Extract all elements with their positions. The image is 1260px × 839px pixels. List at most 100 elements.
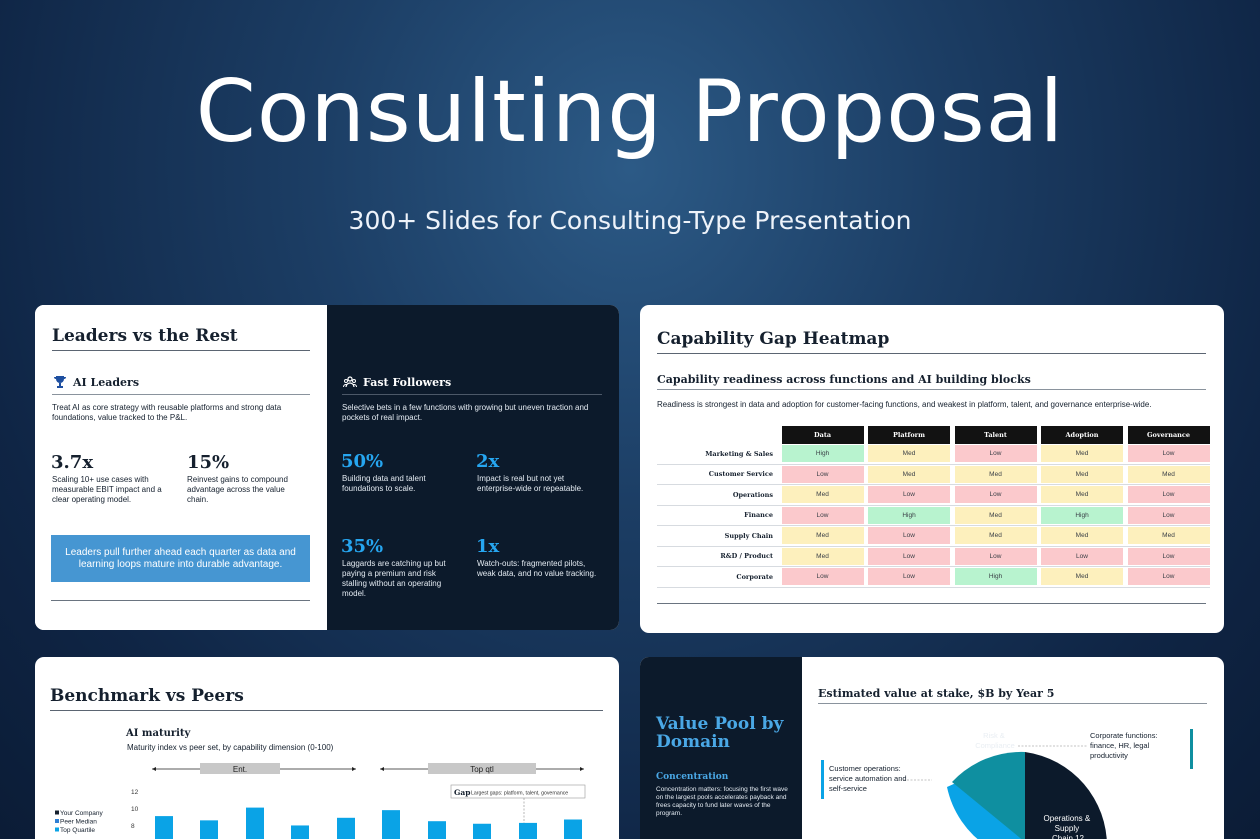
heatmap-cell: Low bbox=[954, 547, 1037, 565]
heatmap-cell: Low bbox=[781, 568, 864, 586]
divider bbox=[657, 603, 1206, 604]
y-axis: 12 10 8 bbox=[131, 789, 139, 830]
stat-value: 3.7x bbox=[51, 452, 94, 473]
heatmap-row-label: R&D / Product bbox=[720, 552, 773, 561]
y-tick-label: 10 bbox=[131, 806, 139, 813]
heatmap-column-header: Talent bbox=[954, 426, 1037, 444]
bracket-label-top: Top qtl bbox=[470, 765, 494, 774]
heatmap-cell: Low bbox=[868, 527, 950, 545]
heatmap-row-label: Corporate bbox=[736, 572, 773, 581]
heatmap-cell: Med bbox=[1127, 527, 1210, 545]
slide-title: Capability Gap Heatmap bbox=[657, 329, 890, 349]
hero-subtitle: 300+ Slides for Consulting-Type Presenta… bbox=[348, 206, 912, 235]
gap-callout-box bbox=[450, 784, 586, 799]
benchmark-slide-card[interactable]: Benchmark vs Peers AI maturity Maturity … bbox=[35, 657, 619, 839]
benchmark-bar bbox=[382, 810, 400, 839]
benchmark-bar bbox=[519, 822, 537, 839]
legend-swatch bbox=[55, 827, 59, 832]
heatmap-cell: Med bbox=[1041, 568, 1123, 586]
stat-description: Building data and talent foundations to … bbox=[342, 474, 426, 493]
divider bbox=[50, 710, 603, 711]
heatmap-cell: Low bbox=[1127, 568, 1210, 586]
concentration-text: Concentration matters: focusing the firs… bbox=[656, 786, 788, 817]
heatmap-cell: Low bbox=[781, 506, 864, 524]
fast-followers-panel: Fast Followers Selective bets in a few f… bbox=[327, 305, 619, 630]
stat-description: Laggards are catching up but paying a pr… bbox=[342, 559, 446, 598]
stat-value: 50% bbox=[341, 451, 384, 472]
heatmap-cell: Med bbox=[1041, 486, 1123, 504]
heatmap-cell: Low bbox=[1041, 547, 1123, 565]
heatmap-cell: Med bbox=[1041, 445, 1123, 463]
benchmark-bar bbox=[200, 820, 218, 839]
leaders-slide-card[interactable]: Leaders vs the Rest AI Leaders Treat AI … bbox=[35, 305, 619, 630]
heatmap-cell: Low bbox=[954, 445, 1037, 463]
heatmap-cell: Low bbox=[1127, 547, 1210, 565]
gap-callout-note: Largest gaps: platform, talent, governan… bbox=[471, 791, 568, 797]
section-heading-label: Fast Followers bbox=[363, 375, 452, 389]
legend-label: Your Company bbox=[60, 810, 104, 817]
heatmap-cell: Med bbox=[868, 465, 950, 483]
value-pool-sidebar: Value Pool by Domain Concentration Conce… bbox=[640, 657, 802, 839]
fast-followers-heading: Fast Followers bbox=[343, 375, 451, 389]
customer-ops-accent-bar bbox=[821, 760, 824, 799]
legend-label: Top Quartile bbox=[60, 827, 95, 834]
heatmap-cell: Med bbox=[868, 445, 950, 463]
leaders-callout: Leaders pull further ahead each quarter … bbox=[51, 535, 310, 582]
heatmap-cell: Low bbox=[868, 486, 950, 504]
customer-ops-label: Customer operations: service automation … bbox=[829, 764, 909, 793]
heatmap-cell: Med bbox=[781, 527, 864, 545]
divider bbox=[342, 394, 602, 395]
heatmap-table: Data Platform Talent Adoption Governance Mark… bbox=[657, 426, 1210, 588]
value-pool-slide-card[interactable]: Value Pool by Domain Concentration Conce… bbox=[640, 657, 1224, 839]
ai-leaders-heading: AI Leaders bbox=[53, 375, 139, 389]
heatmap-slide-card[interactable]: Capability Gap Heatmap Capability readin… bbox=[640, 305, 1224, 633]
heatmap-cell: Low bbox=[868, 568, 950, 586]
divider bbox=[818, 703, 1207, 704]
corporate-label: Corporate functions: finance, HR, legal … bbox=[1090, 731, 1160, 760]
benchmark-bar bbox=[291, 825, 309, 839]
chart-title: Estimated value at stake, $B by Year 5 bbox=[818, 687, 1055, 700]
heatmap-cell: High bbox=[868, 506, 950, 524]
heatmap-column-header: Data bbox=[781, 426, 864, 444]
divider bbox=[51, 600, 310, 601]
heatmap-cell: Med bbox=[954, 465, 1037, 483]
heatmap-row: Operations Med Low Low Med Low bbox=[657, 485, 1210, 506]
heatmap-cell: Low bbox=[868, 547, 950, 565]
benchmark-bar bbox=[564, 819, 582, 839]
ai-leaders-panel: Leaders vs the Rest AI Leaders Treat AI … bbox=[35, 305, 327, 630]
slide-description: Readiness is strongest in data and adopt… bbox=[657, 400, 1152, 409]
heatmap-cell: Med bbox=[954, 527, 1037, 545]
heatmap-row: Corporate Low Low High Med Low bbox=[657, 567, 1210, 588]
divider bbox=[657, 389, 1206, 390]
risk-label: Risk & Compliance bbox=[975, 731, 1015, 750]
heatmap-row: Customer Service Low Med Med Med Med bbox=[657, 465, 1210, 485]
pie-slice-risk bbox=[952, 751, 1025, 839]
concentration-heading: Concentration bbox=[656, 772, 729, 782]
heatmap-cell: Med bbox=[781, 547, 864, 565]
slide-subtitle: Capability readiness across functions an… bbox=[657, 373, 1031, 386]
divider bbox=[52, 394, 310, 395]
slide-title: Benchmark vs Peers bbox=[50, 686, 244, 706]
legend-swatch bbox=[55, 810, 59, 815]
heatmap-cell: Med bbox=[1041, 527, 1123, 545]
heatmap-column-header: Governance bbox=[1127, 426, 1210, 444]
heatmap-header-row: Data Platform Talent Adoption Governance bbox=[657, 426, 1210, 444]
heatmap-cell: Low bbox=[1127, 486, 1210, 504]
corporate-accent-bar bbox=[1190, 729, 1193, 769]
benchmark-bar bbox=[473, 823, 491, 839]
stat-description: Watch-outs: fragmented pilots, weak data… bbox=[477, 559, 597, 578]
y-tick-label: 12 bbox=[131, 789, 139, 796]
ai-leaders-description: Treat AI as core strategy with reusable … bbox=[52, 403, 282, 422]
divider bbox=[657, 353, 1206, 354]
arrow-left-icon bbox=[152, 767, 156, 771]
heatmap-cell: High bbox=[1041, 506, 1123, 524]
stat-value: 35% bbox=[341, 536, 384, 557]
trophy-icon bbox=[54, 376, 66, 388]
heatmap-cell: High bbox=[954, 568, 1037, 586]
arrow-right-icon bbox=[352, 767, 356, 771]
benchmark-bar bbox=[246, 807, 264, 839]
heatmap-row-label: Customer Service bbox=[708, 470, 773, 479]
benchmark-bar bbox=[155, 816, 173, 839]
heatmap-row-label: Marketing & Sales bbox=[705, 449, 773, 458]
arrow-left-icon bbox=[380, 767, 384, 771]
